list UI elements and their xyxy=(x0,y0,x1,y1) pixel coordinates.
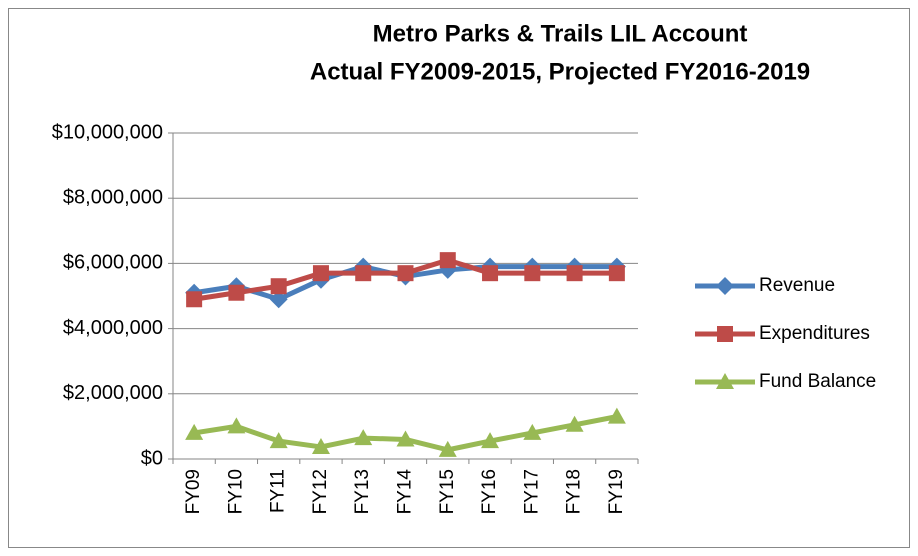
legend-marker xyxy=(716,277,734,295)
x-tick-label: FY13 xyxy=(352,469,373,514)
x-tick-label: FY18 xyxy=(564,469,585,514)
y-tick-label: $6,000,000 xyxy=(63,252,163,274)
data-point xyxy=(355,265,372,282)
legend-label: Revenue xyxy=(759,275,835,296)
x-tick-label: FY09 xyxy=(183,469,204,514)
data-point xyxy=(608,265,625,282)
data-point xyxy=(566,265,583,282)
data-point xyxy=(269,290,288,309)
y-tick-label: $10,000,000 xyxy=(52,121,163,143)
data-point xyxy=(312,265,329,282)
data-point xyxy=(270,278,287,295)
y-tick-label: $4,000,000 xyxy=(63,317,163,339)
y-tick-label: $2,000,000 xyxy=(63,382,163,404)
chart-frame xyxy=(8,8,910,548)
data-point xyxy=(482,265,499,282)
y-tick-label: $8,000,000 xyxy=(63,186,163,208)
data-point xyxy=(438,440,457,457)
x-tick-label: FY10 xyxy=(225,469,246,514)
data-point xyxy=(523,423,542,440)
data-point xyxy=(185,423,204,440)
x-tick-label: FY17 xyxy=(521,469,542,514)
data-point xyxy=(269,432,288,449)
data-point xyxy=(439,252,456,269)
chart-subtitle: Actual FY2009-2015, Projected FY2016-201… xyxy=(310,58,810,85)
x-tick-label: FY19 xyxy=(606,469,627,514)
legend-label: Expenditures xyxy=(759,323,870,344)
y-tick-label: $0 xyxy=(141,447,163,469)
x-tick-label: FY16 xyxy=(479,469,500,514)
legend-label: Fund Balance xyxy=(759,371,876,392)
x-tick-label: FY15 xyxy=(437,469,458,514)
data-point xyxy=(396,430,415,447)
chart-title: Metro Parks & Trails LIL Account xyxy=(373,20,748,47)
legend-marker xyxy=(717,326,733,342)
data-point xyxy=(565,415,584,432)
x-tick-label: FY12 xyxy=(310,469,331,514)
data-point xyxy=(227,417,246,434)
data-point xyxy=(354,429,373,446)
legend-marker xyxy=(716,373,734,389)
x-tick-label: FY14 xyxy=(395,469,416,515)
data-point xyxy=(311,437,330,454)
data-point xyxy=(397,265,414,282)
data-point xyxy=(524,265,541,282)
data-point xyxy=(481,432,500,449)
x-tick-label: FY11 xyxy=(268,469,289,513)
data-point xyxy=(607,407,626,424)
data-point xyxy=(186,291,203,308)
data-point xyxy=(228,284,245,301)
